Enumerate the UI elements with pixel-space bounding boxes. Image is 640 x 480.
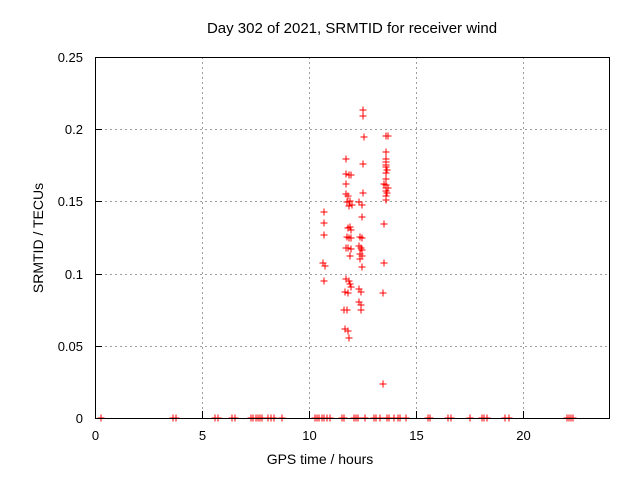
x-tick-label: 20 — [516, 428, 530, 443]
x-tick-label: 10 — [302, 428, 316, 443]
y-tick-label: 0 — [76, 411, 83, 426]
y-tick-label: 0.1 — [65, 267, 83, 282]
y-tick-label: 0.15 — [58, 194, 83, 209]
chart-title: Day 302 of 2021, SRMTID for receiver win… — [206, 20, 498, 37]
y-tick-label: 0.05 — [58, 339, 83, 354]
y-axis-label: SRMTID / TECUs — [30, 182, 46, 294]
y-tick-label: 0.25 — [58, 50, 83, 65]
x-axis-label: GPS time / hours — [266, 451, 374, 467]
x-tick-label: 0 — [92, 428, 99, 443]
data-points-SRMTID — [97, 106, 577, 422]
plot-border — [95, 57, 610, 419]
x-tick-label: 5 — [199, 428, 206, 443]
x-tick-label: 15 — [409, 428, 423, 443]
y-tick-label: 0.2 — [65, 122, 83, 137]
